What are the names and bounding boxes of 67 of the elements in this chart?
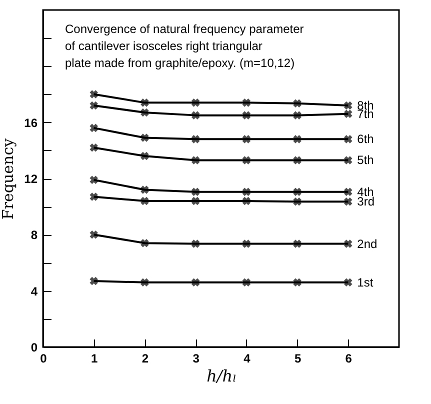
point <box>293 278 302 287</box>
point <box>242 188 251 196</box>
point <box>191 240 200 248</box>
x-tick-label: 4 <box>244 352 251 366</box>
point <box>293 135 302 144</box>
point <box>140 98 149 107</box>
point <box>293 99 302 108</box>
point <box>140 186 149 194</box>
point <box>90 124 98 132</box>
point <box>191 196 200 206</box>
x-tick-label: 6 <box>345 352 352 366</box>
point <box>293 240 302 248</box>
point <box>344 101 352 110</box>
x-tick-label: 2 <box>142 352 149 366</box>
point <box>344 278 352 287</box>
point <box>140 238 149 248</box>
point <box>344 110 352 118</box>
series-label: 1st <box>357 275 374 290</box>
point <box>242 240 251 248</box>
point <box>344 240 352 248</box>
point <box>293 156 302 164</box>
point <box>191 98 200 107</box>
point <box>242 111 251 120</box>
point <box>344 135 352 144</box>
point <box>293 188 302 196</box>
point <box>140 108 149 117</box>
y-tick-label: 16 <box>24 116 38 130</box>
point <box>140 152 149 160</box>
point <box>344 198 352 206</box>
series-label: 2nd <box>357 236 378 251</box>
point <box>242 98 251 107</box>
point <box>90 276 98 286</box>
point <box>140 196 149 206</box>
point <box>242 135 251 144</box>
point <box>242 278 251 287</box>
series-label: 6th <box>357 132 374 146</box>
point <box>90 143 98 152</box>
point <box>191 156 200 164</box>
point <box>293 198 302 206</box>
point <box>191 135 200 144</box>
y-tick-label: 4 <box>30 284 38 298</box>
point <box>191 111 200 120</box>
x-tick-label: 1 <box>91 352 98 366</box>
y-tick-label: 0 <box>30 340 38 354</box>
point <box>191 188 200 196</box>
point <box>191 278 200 287</box>
point <box>242 196 251 206</box>
point <box>90 230 98 239</box>
x-tick-label: 3 <box>192 352 200 366</box>
y-tick-label: 8 <box>30 228 38 242</box>
point <box>90 192 98 201</box>
text: Convergence of natural frequency parameter of cantilever isosceles right triangular plate made from graphite/epoxy. (m=10,12) <box>65 22 304 70</box>
point <box>140 134 149 142</box>
x-tick-label: 5 <box>294 352 302 366</box>
x-axis-title: h/hₗ <box>206 366 236 386</box>
point <box>90 90 98 98</box>
point <box>90 101 98 110</box>
point <box>140 278 149 287</box>
point <box>242 156 251 164</box>
y-tick-label: 12 <box>24 172 38 186</box>
y-axis-title: Frequency <box>0 138 18 220</box>
point <box>293 111 302 120</box>
point <box>344 156 352 164</box>
point <box>90 176 98 184</box>
point <box>344 188 352 196</box>
series-label: 5th <box>357 153 374 168</box>
x-tick-label: 0 <box>40 352 48 366</box>
